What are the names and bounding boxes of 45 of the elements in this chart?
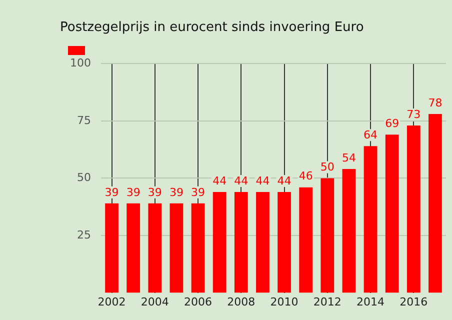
x-tick-label: 2006 (184, 295, 212, 308)
y-tick-label: 100 (70, 56, 91, 70)
bar (406, 125, 420, 293)
bar (320, 178, 334, 293)
y-tick-label: 25 (76, 228, 91, 242)
x-tick-label: 2008 (227, 295, 256, 308)
data-label: 39 (169, 186, 184, 199)
data-label: 69 (385, 117, 400, 130)
bar (385, 134, 399, 293)
bar (191, 203, 205, 293)
bar (148, 203, 162, 293)
y-tick-label: 75 (76, 114, 91, 127)
data-label: 39 (126, 186, 140, 199)
x-tick-label: 2010 (270, 295, 298, 308)
bar (212, 192, 226, 293)
data-label: 39 (191, 186, 206, 199)
data-label: 78 (428, 96, 442, 110)
data-label: 64 (364, 128, 378, 142)
data-label: 39 (104, 186, 119, 199)
bar (170, 203, 184, 293)
chart-title: Postzegelprijs in eurocent sinds invoering Euro (60, 20, 364, 36)
bar (105, 203, 118, 293)
data-label: 73 (406, 108, 421, 121)
bar (342, 169, 356, 293)
data-label: 46 (298, 170, 313, 183)
bar (278, 192, 291, 293)
bar (364, 146, 378, 293)
x-tick-label: 2014 (356, 295, 385, 308)
data-label: 39 (148, 186, 162, 199)
x-tick-label: 2012 (313, 295, 342, 308)
x-tick-label: 2004 (140, 295, 169, 308)
y-tick-label: 50 (76, 171, 91, 184)
bar (234, 192, 248, 293)
data-label: 44 (212, 174, 227, 188)
bar (299, 187, 313, 293)
x-tick-label: 2002 (98, 295, 126, 308)
data-label: 44 (277, 174, 292, 188)
data-label: 44 (256, 174, 270, 188)
bar (256, 192, 270, 293)
data-label: 54 (342, 151, 356, 164)
x-tick-label: 2016 (400, 295, 428, 308)
data-label: 44 (234, 174, 248, 188)
data-label: 50 (320, 160, 334, 174)
bar (126, 203, 140, 293)
bar (428, 114, 442, 293)
